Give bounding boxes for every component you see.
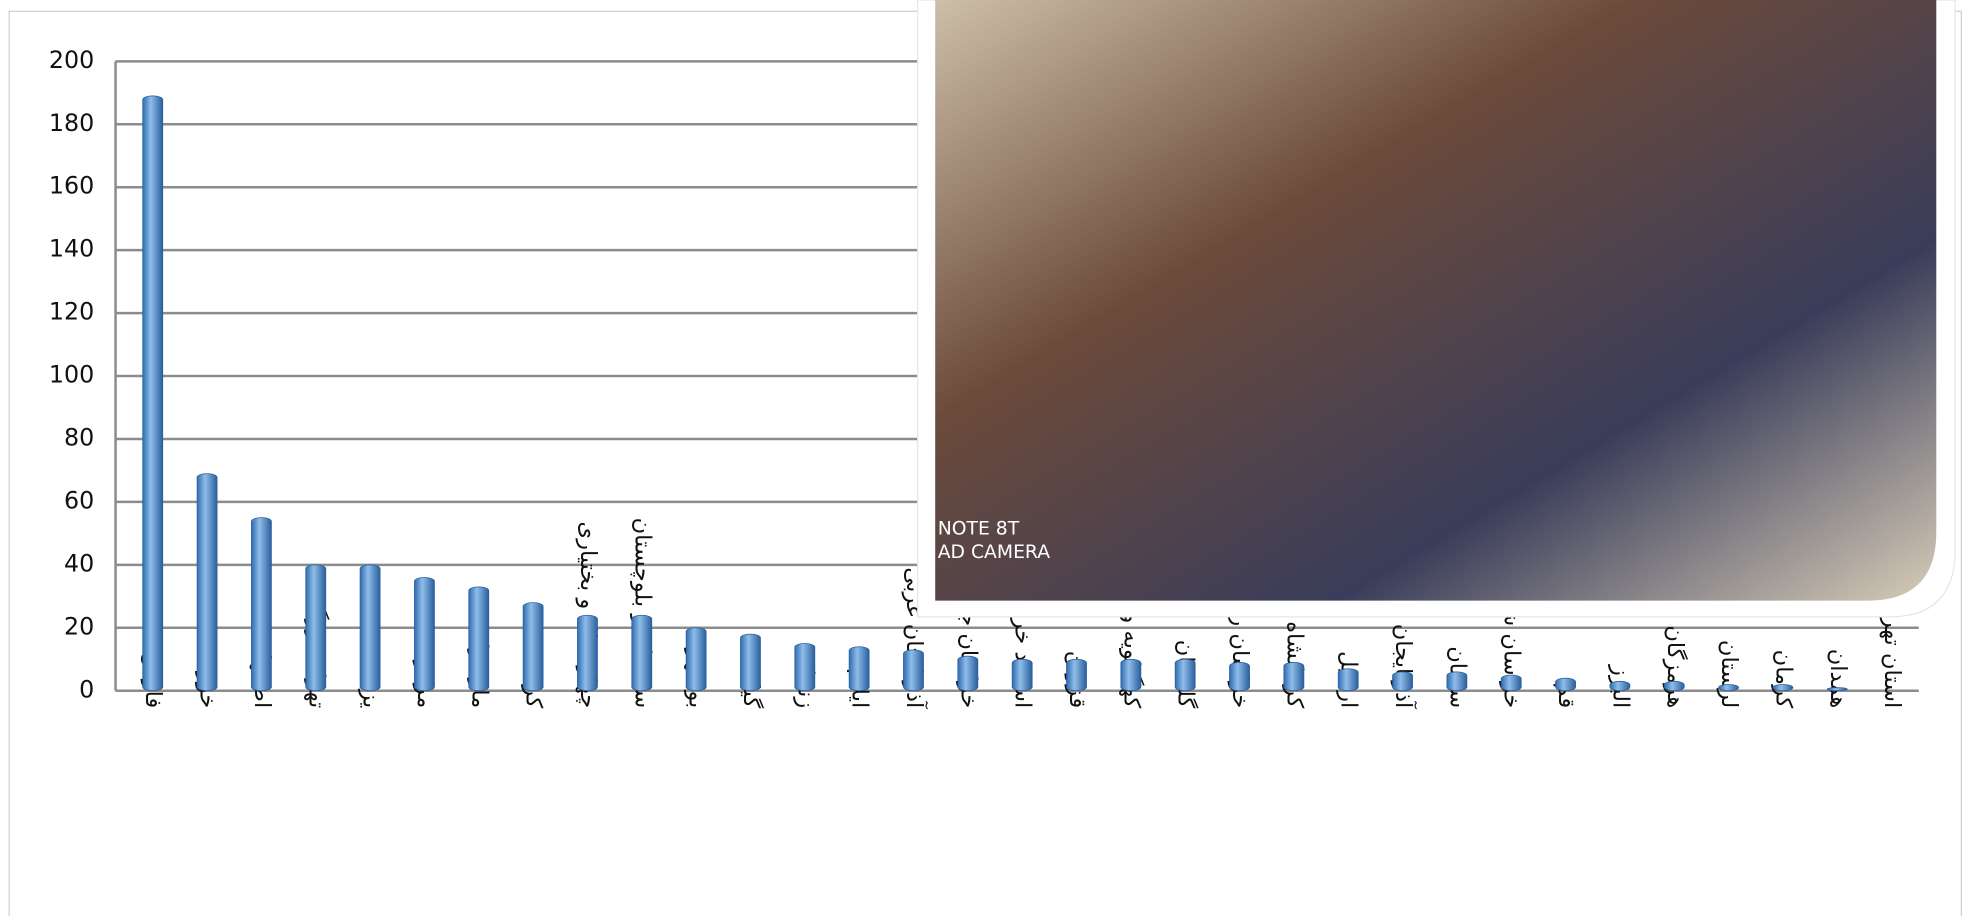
x-tick-label: همدان: [1825, 649, 1851, 708]
bar: [1555, 677, 1576, 692]
bar: [196, 473, 218, 692]
y-tick-label: 0: [79, 675, 94, 703]
y-tick-label: 120: [49, 298, 94, 326]
y-tick-label: 160: [49, 172, 94, 200]
bar: [1500, 674, 1522, 692]
bar: [1772, 684, 1794, 692]
photo-overlay: NOTE 8T AD CAMERA: [917, 0, 1956, 618]
bar: [1392, 671, 1413, 692]
x-tick-label: کرمان: [1770, 650, 1796, 709]
bar: [1609, 680, 1631, 692]
y-tick-label: 140: [49, 235, 94, 263]
x-tick-label: لرستان: [1716, 640, 1742, 708]
bar: [142, 95, 164, 692]
bar: [577, 614, 598, 692]
y-tick-label: 60: [64, 486, 94, 514]
photo-caption: AD CAMERA: [938, 542, 1051, 563]
bar: [1120, 658, 1142, 692]
bar: [957, 655, 979, 692]
y-tick-label: 20: [64, 612, 94, 640]
photo: [935, 0, 1937, 601]
y-tick-label: 180: [49, 109, 94, 137]
bar: [1174, 658, 1196, 692]
bar: [848, 646, 870, 692]
y-tick-label: 40: [64, 549, 94, 577]
y-tick-label: 80: [64, 423, 94, 451]
bar: [1011, 658, 1033, 692]
bar: [631, 614, 653, 692]
bar: [305, 564, 327, 692]
bar: [1663, 680, 1685, 692]
bar: [740, 633, 761, 692]
photo-caption: NOTE 8T: [938, 518, 1020, 539]
bar: [359, 564, 381, 692]
y-tick-label: 100: [49, 361, 94, 389]
bar: [468, 586, 490, 692]
bar: [685, 627, 707, 692]
bar: [1718, 684, 1739, 692]
bar: [1229, 662, 1250, 692]
bar: [1826, 687, 1848, 692]
bar: [1446, 671, 1468, 692]
x-tick-label: هرمزگان: [1662, 625, 1689, 708]
y-tick-label: 200: [49, 46, 94, 74]
bar: [794, 643, 816, 692]
bar: [1337, 668, 1359, 692]
bar: [522, 602, 544, 692]
bar: [414, 577, 435, 692]
bar: [903, 649, 924, 692]
bar: [251, 517, 272, 692]
bar: [1283, 662, 1305, 692]
bar: [1066, 658, 1087, 692]
